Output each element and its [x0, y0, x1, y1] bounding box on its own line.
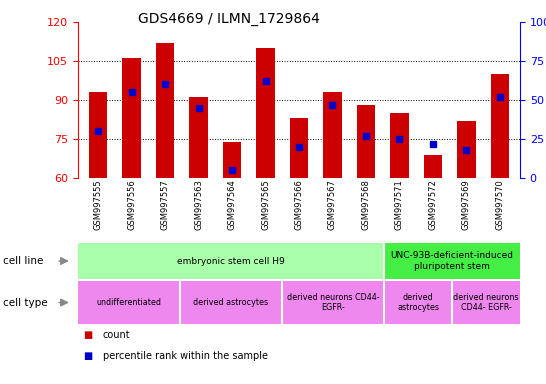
- Bar: [189, 98, 208, 178]
- Text: GSM997565: GSM997565: [261, 179, 270, 230]
- Bar: [78, 281, 180, 324]
- Text: embryonic stem cell H9: embryonic stem cell H9: [177, 257, 285, 265]
- Text: GSM997563: GSM997563: [194, 179, 203, 230]
- Bar: [384, 243, 520, 279]
- Bar: [156, 43, 174, 178]
- Bar: [384, 281, 452, 324]
- Bar: [223, 142, 241, 178]
- Text: GSM997568: GSM997568: [361, 179, 371, 230]
- Text: cell type: cell type: [3, 298, 48, 308]
- Text: percentile rank within the sample: percentile rank within the sample: [103, 351, 268, 361]
- Text: GSM997556: GSM997556: [127, 179, 136, 230]
- Text: GSM997569: GSM997569: [462, 179, 471, 230]
- Text: GSM997566: GSM997566: [294, 179, 304, 230]
- Text: count: count: [103, 330, 130, 340]
- Text: UNC-93B-deficient-induced
pluripotent stem: UNC-93B-deficient-induced pluripotent st…: [390, 251, 513, 271]
- Bar: [282, 281, 384, 324]
- Bar: [89, 92, 108, 178]
- Text: GSM997564: GSM997564: [228, 179, 236, 230]
- Bar: [491, 74, 509, 178]
- Bar: [424, 155, 442, 178]
- Bar: [180, 281, 282, 324]
- Text: GSM997567: GSM997567: [328, 179, 337, 230]
- Bar: [390, 113, 408, 178]
- Text: GDS4669 / ILMN_1729864: GDS4669 / ILMN_1729864: [138, 12, 321, 25]
- Text: GSM997570: GSM997570: [495, 179, 505, 230]
- Bar: [357, 105, 375, 178]
- Bar: [122, 58, 141, 178]
- Text: derived neurons
CD44- EGFR-: derived neurons CD44- EGFR-: [453, 293, 519, 312]
- Text: undifferentiated: undifferentiated: [97, 298, 162, 307]
- Text: derived
astrocytes: derived astrocytes: [397, 293, 439, 312]
- Text: GSM997571: GSM997571: [395, 179, 404, 230]
- Bar: [452, 281, 520, 324]
- Text: derived neurons CD44-
EGFR-: derived neurons CD44- EGFR-: [287, 293, 379, 312]
- Text: GSM997557: GSM997557: [161, 179, 170, 230]
- Text: ■: ■: [84, 351, 93, 361]
- Text: GSM997555: GSM997555: [93, 179, 103, 230]
- Bar: [256, 48, 275, 178]
- Text: cell line: cell line: [3, 256, 43, 266]
- Text: ■: ■: [84, 330, 93, 340]
- Text: derived astrocytes: derived astrocytes: [193, 298, 269, 307]
- Bar: [323, 92, 342, 178]
- Bar: [457, 121, 476, 178]
- Bar: [78, 243, 384, 279]
- Text: GSM997572: GSM997572: [429, 179, 437, 230]
- Bar: [290, 118, 308, 178]
